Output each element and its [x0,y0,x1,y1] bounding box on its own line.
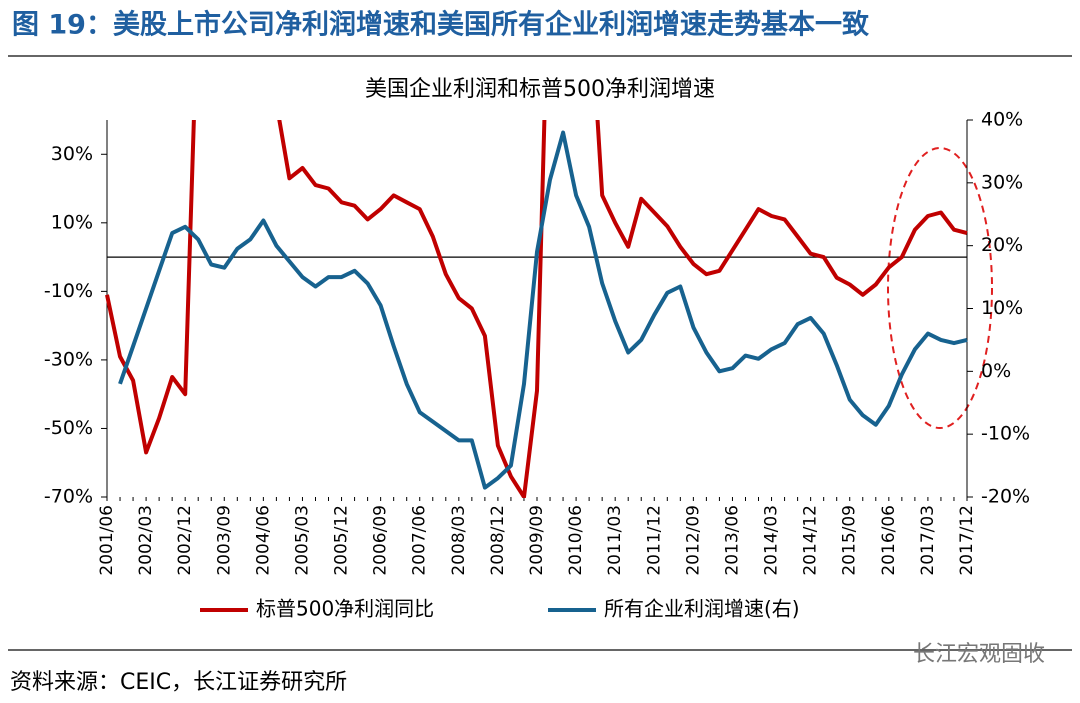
x-tick-label: 2001/06 [97,505,117,576]
y2-tick-label: 0% [981,360,1011,382]
x-tick-label: 2005/12 [332,505,352,576]
x-tick-label: 2002/03 [136,505,156,576]
x-tick-label: 2004/06 [253,505,273,576]
plot-area [105,120,968,498]
watermark: 长江宏观固收 [913,642,1045,667]
legend-label: 标普500净利润同比 [256,597,434,621]
y-tick-label: 30% [51,143,93,165]
x-tick-label: 2009/09 [527,505,547,576]
legend-label: 所有企业利润增速(右) [604,597,800,621]
series-line [118,130,968,490]
y-tick-label: -70% [44,486,93,508]
y-tick-label: -10% [44,280,93,302]
x-tick-label: 2012/09 [683,505,703,576]
x-tick-label: 2013/06 [722,505,742,576]
x-tick-label: 2014/12 [801,505,821,576]
y-tick-label: -50% [44,417,93,439]
x-tick-label: 2005/03 [292,505,312,576]
x-tick-label: 2008/03 [449,505,469,576]
highlight-ellipse [887,147,993,429]
header-title: 图 19：美股上市公司净利润增速和美国所有企业利润增速走势基本一致 [12,9,869,41]
y2-tick-label: -10% [981,423,1030,445]
x-tick-label: 2003/09 [214,505,234,576]
y2-tick-label: 30% [981,171,1023,193]
x-tick-label: 2017/03 [918,505,938,576]
x-tick-label: 2016/06 [879,505,899,576]
x-tick-label: 2015/09 [840,505,860,576]
x-tick-label: 2008/12 [488,505,508,576]
y2-tick-label: 40% [981,109,1023,131]
x-tick-label: 2011/03 [605,505,625,576]
x-tick-label: 2007/06 [410,505,430,576]
y2-tick-label: 20% [981,234,1023,256]
y2-tick-label: -20% [981,486,1030,508]
y-tick-label: -30% [44,348,93,370]
x-tick-label: 2014/03 [762,505,782,576]
x-tick-label: 2002/12 [175,505,195,576]
x-tick-label: 2011/12 [644,505,664,576]
y-tick-label: 10% [51,211,93,233]
chart-title: 美国企业利润和标普500净利润增速 [365,77,715,102]
x-tick-label: 2006/09 [371,505,391,576]
x-tick-label: 2017/12 [957,505,977,576]
x-tick-label: 2010/06 [566,505,586,576]
y2-tick-label: 10% [981,297,1023,319]
series-line [105,120,968,498]
source: 资料来源：CEIC，长江证券研究所 [10,670,347,695]
